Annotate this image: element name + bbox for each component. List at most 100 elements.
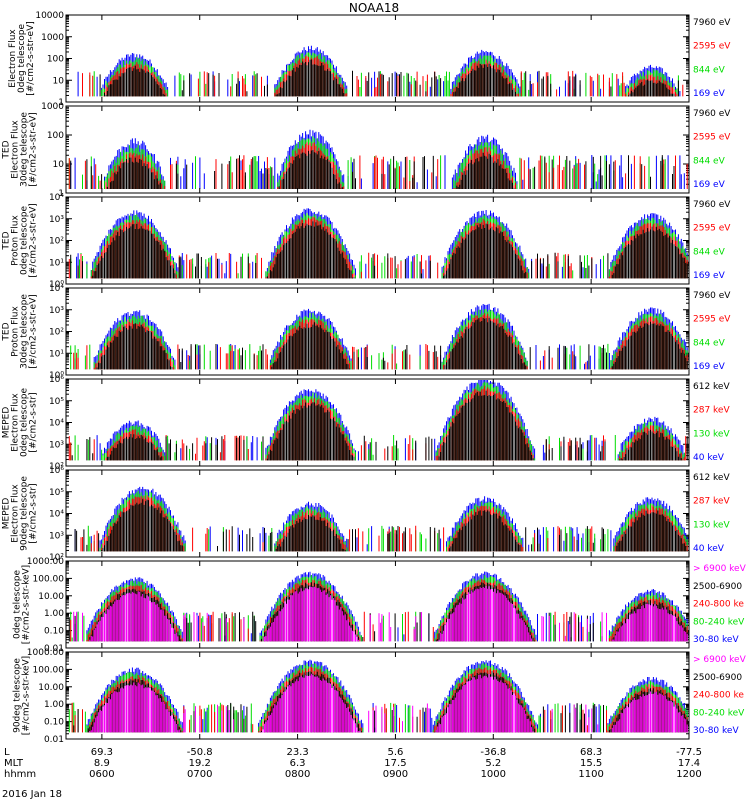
panel-frame — [65, 651, 690, 740]
series-data — [68, 571, 688, 642]
panel-frame — [65, 105, 690, 194]
y-tick-label: 10³ — [49, 440, 64, 450]
panel-2: 1 10 100 1000 TED Electron Flux 30deg telescop… — [2, 102, 732, 199]
y-axis-label: [#/cm2-s-str-eV] — [29, 294, 39, 369]
legend-entry: 30-80 keV — [693, 726, 739, 736]
legend-entry: 2500-6900 — [693, 673, 742, 683]
y-tick-label: 1.00 — [44, 609, 64, 619]
legend-entry: 7960 eV — [693, 200, 731, 210]
y-tick-label: 10⁵ — [49, 397, 64, 407]
y-tick-label: 0.10 — [44, 627, 64, 637]
y-axis-label: [#/cm2-s-str-keV] — [22, 565, 32, 644]
y-tick-label: 1.00 — [44, 700, 64, 710]
legend-entry: 287 keV — [693, 406, 730, 416]
y-axis-label: [#/cm2-s-str-eV] — [29, 203, 39, 278]
y-axis-label: [#/cm2-s-str] — [29, 392, 39, 452]
legend-entry: > 6900 keV — [693, 564, 747, 574]
axis-tick-label: 68.3 — [580, 747, 602, 758]
panel-5: 10² 10³ 10⁴ 10⁵ 10⁶ MEPED Electron Flux 0deg te… — [2, 375, 731, 472]
y-tick-label: 10³ — [49, 531, 64, 541]
axis-tick-label: 1000 — [481, 769, 506, 780]
y-axis-label: MEPED — [2, 498, 12, 530]
axis-tick-label: 23.3 — [286, 747, 308, 758]
panel-4: 10⁰ 10¹ 10² 10³ 10⁴ TED Proton Flux 30deg teles… — [2, 284, 732, 381]
legend-entry: 2595 eV — [693, 315, 731, 325]
y-tick-label: 1000.00 — [27, 648, 64, 658]
panel-3: 10⁰ 10¹ 10² 10³ 10⁴ TED Proton Flux 0deg telesc… — [2, 193, 732, 290]
legend-entry: 130 keV — [693, 429, 730, 439]
y-tick-label: 100.00 — [33, 665, 65, 675]
y-axis-label: 30deg telescope — [20, 294, 30, 369]
y-tick-label: 0.01 — [44, 735, 64, 745]
y-axis-label: [#/cm2-s-str-eV] — [29, 112, 39, 187]
legend-entry: 130 keV — [693, 520, 730, 530]
y-axis-label: TED — [2, 231, 12, 250]
axis-tick-label: -77.5 — [676, 747, 702, 758]
y-tick-label: 10⁰ — [49, 371, 64, 381]
y-axis-label: 90deg telescope — [13, 658, 23, 733]
y-tick-label: 10¹ — [49, 349, 64, 359]
y-tick-label: 0.01 — [44, 644, 64, 654]
axis-row-label: L — [4, 747, 10, 758]
y-axis-label: TED — [2, 140, 12, 159]
y-axis-label: Proton Flux — [11, 215, 21, 266]
y-tick-label: 10000 — [35, 11, 64, 21]
legend-entry: 40 keV — [693, 453, 725, 463]
panel-frame — [65, 378, 690, 467]
y-axis-label: 0deg telescope — [20, 388, 30, 458]
series-trace — [96, 380, 685, 461]
panel-frame — [65, 469, 690, 558]
y-tick-label: 10 — [53, 160, 65, 170]
y-tick-label: 10² — [49, 328, 64, 338]
axis-row-label: hhmm — [4, 769, 36, 780]
legend-entry: 80-240 keV — [693, 708, 745, 718]
y-axis-label: [#/cm2-s-str] — [29, 483, 39, 543]
legend-entry: 2500-6900 — [693, 582, 742, 592]
series-trace — [89, 673, 688, 733]
series-trace — [70, 381, 685, 461]
axis-tick-label: 0900 — [383, 769, 408, 780]
panel-6: 10² 10³ 10⁴ 10⁵ 10⁶ MEPED Electron Flux 90deg t… — [2, 466, 731, 563]
y-tick-label: 1 — [58, 189, 64, 199]
y-tick-label: 1 — [58, 98, 64, 108]
series-trace — [71, 390, 688, 461]
legend-entry: 844 eV — [693, 156, 726, 166]
series-trace — [74, 571, 688, 642]
axis-tick-label: 8.9 — [94, 758, 110, 769]
y-axis-label: MEPED — [2, 407, 12, 439]
series-data — [77, 45, 684, 97]
axis-tick-label: 1100 — [578, 769, 603, 780]
legend-entry: 2595 eV — [693, 224, 731, 234]
y-tick-label: 10³ — [49, 215, 64, 225]
y-tick-label: 10⁵ — [49, 488, 64, 498]
series-trace — [70, 150, 675, 189]
series-trace — [96, 317, 688, 370]
y-tick-label: 100 — [47, 55, 64, 65]
y-tick-label: 10⁴ — [49, 193, 64, 203]
legend-entry: 287 keV — [693, 497, 730, 507]
axis-tick-label: 15.5 — [580, 758, 602, 769]
legend-entry: 240-800 ke — [693, 600, 744, 610]
y-tick-label: 100 — [47, 131, 64, 141]
y-tick-label: 10⁴ — [49, 284, 64, 294]
series-trace — [99, 59, 679, 97]
axis-tick-label: 0700 — [187, 769, 212, 780]
y-axis-label: Electron Flux — [11, 120, 21, 179]
y-tick-label: 10² — [49, 462, 64, 472]
axis-tick-label: -36.8 — [480, 747, 506, 758]
y-tick-label: 10² — [49, 237, 64, 247]
axis-tick-label: 69.3 — [91, 747, 113, 758]
series-trace — [74, 303, 688, 370]
y-axis-label: Electron Flux — [8, 29, 18, 88]
panel-frame — [65, 287, 690, 376]
legend-entry: 240-800 ke — [693, 691, 744, 701]
legend-entry: 169 eV — [693, 89, 726, 99]
series-trace — [86, 659, 688, 733]
y-tick-label: 10⁴ — [49, 510, 64, 520]
legend-entry: 169 eV — [693, 362, 726, 372]
y-axis-label: 30deg telescope — [20, 112, 30, 187]
y-tick-label: 10² — [49, 553, 64, 563]
panel-1: 1 10 100 1000 10000 Electron Flux 0deg telesco… — [8, 11, 731, 108]
y-tick-label: 10⁶ — [49, 375, 64, 385]
